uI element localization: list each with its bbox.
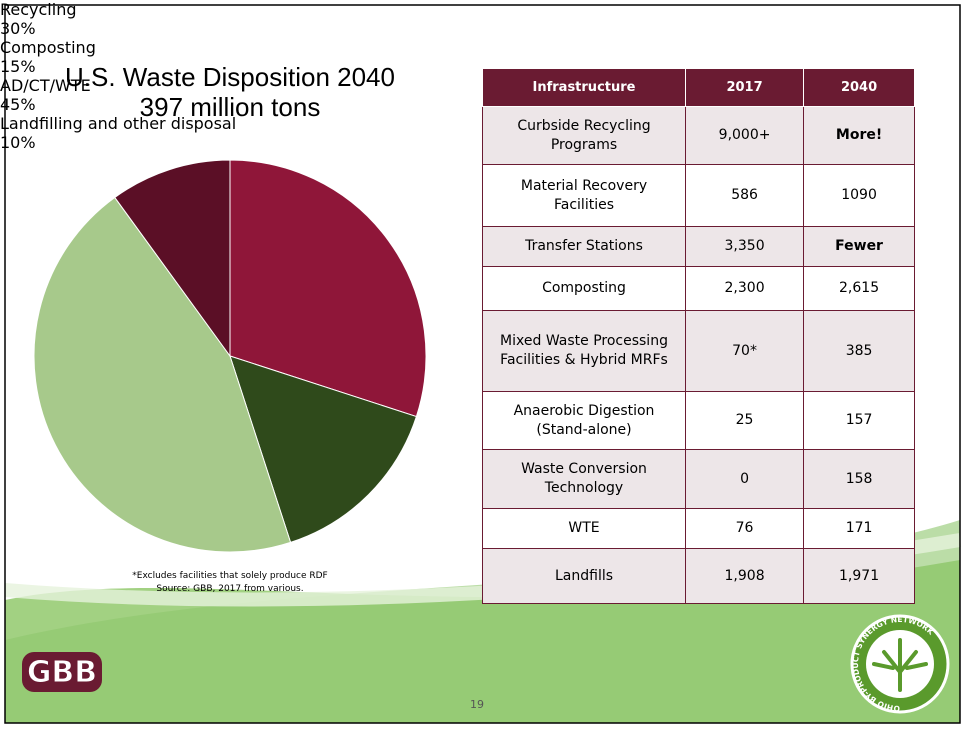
- page-number: 19: [470, 698, 484, 711]
- table-cell: Landfills: [482, 548, 686, 604]
- header-cell: 2017: [684, 68, 805, 107]
- slice-value: 30%: [0, 19, 36, 38]
- slice-category: AD/CT/WTE: [0, 76, 91, 95]
- slice-value: 45%: [0, 95, 36, 114]
- slice-label: Landfilling and other disposal 10%: [0, 114, 965, 152]
- logo-tree: [872, 638, 928, 692]
- table-cell: Fewer: [803, 226, 915, 267]
- table-row: Waste Conversion Technology 0 158: [482, 449, 915, 509]
- table-cell: Transfer Stations: [482, 226, 686, 267]
- pie-slice: [33, 196, 292, 553]
- table-row: Material Recovery Facilities 586 1090: [482, 164, 915, 227]
- source: Source: GBB, 2017 from various.: [156, 584, 304, 594]
- table-cell: 70*: [684, 310, 805, 392]
- chart-subtitle: 397 million tons: [139, 92, 321, 122]
- slice-labels: Recycling 30% Composting 15% AD/CT/WTE 45% Lan…: [0, 0, 965, 152]
- footnote: *Excludes facilities that solely produce…: [132, 571, 328, 581]
- table-row: WTE 76 171: [482, 508, 915, 549]
- slice-category: Composting: [0, 38, 96, 57]
- header-cell: 2040: [803, 68, 915, 107]
- slide-frame: [4, 4, 961, 724]
- table-cell: 1090: [803, 164, 915, 227]
- table-cell: 157: [803, 391, 915, 450]
- table-cell: Composting: [482, 266, 686, 311]
- table-cell: 1,971: [803, 548, 915, 604]
- table-cell: 2,300: [684, 266, 805, 311]
- table-cell: 158: [803, 449, 915, 509]
- table-row: Landfills 1,908 1,971: [482, 548, 915, 604]
- logo-left: GBB: [27, 655, 97, 690]
- table-cell: 0: [684, 449, 805, 509]
- slice-value: 10%: [0, 133, 36, 152]
- table-cell: 586: [684, 164, 805, 227]
- table-cell: 1,908: [684, 548, 805, 604]
- slice-value: 15%: [0, 57, 36, 76]
- logo-badge: [22, 652, 102, 692]
- table-cell: Anaerobic Digestion (Stand-alone): [482, 391, 686, 450]
- table-row: Mixed Waste Processing Facilities & Hybr…: [482, 310, 915, 392]
- table-cell: 171: [803, 508, 915, 549]
- pie-slice: [114, 159, 231, 358]
- table-cell: 25: [684, 391, 805, 450]
- table-cell: Material Recovery Facilities: [482, 164, 686, 227]
- table-cell: Mixed Waste Processing Facilities & Hybr…: [482, 310, 686, 392]
- table-cell: 2,615: [803, 266, 915, 311]
- infrastructure-table: Infrastructure 2017 2040 Curbside Recycling…: [482, 68, 915, 604]
- table-cell: 76: [684, 508, 805, 549]
- table-cell: Waste Conversion Technology: [482, 449, 686, 509]
- pie-slice: [229, 159, 427, 418]
- table-cell: 9,000+: [684, 106, 805, 165]
- table-row: Anaerobic Digestion (Stand-alone) 25 157: [482, 391, 915, 450]
- slice-label: Composting 15%: [0, 38, 965, 76]
- slice-category: Landfilling and other disposal: [0, 114, 237, 133]
- table-cell: WTE: [482, 508, 686, 549]
- pie-chart: [33, 159, 427, 553]
- chart-title: U.S. Waste Disposition 2040: [65, 62, 395, 92]
- pie-slice: [229, 355, 418, 544]
- table-cell: 3,350: [684, 226, 805, 267]
- table-cell: More!: [803, 106, 915, 165]
- table-cell: 385: [803, 310, 915, 392]
- table-row: Curbside Recycling Programs 9,000+ More!: [482, 106, 915, 165]
- table-row: Transfer Stations 3,350 Fewer: [482, 226, 915, 267]
- table-row: Composting 2,300 2,615: [482, 266, 915, 311]
- slice-label: AD/CT/WTE 45%: [0, 76, 965, 114]
- table-header: Infrastructure 2017 2040: [482, 68, 915, 107]
- header-cell: Infrastructure: [482, 68, 686, 107]
- table-cell: Curbside Recycling Programs: [482, 106, 686, 165]
